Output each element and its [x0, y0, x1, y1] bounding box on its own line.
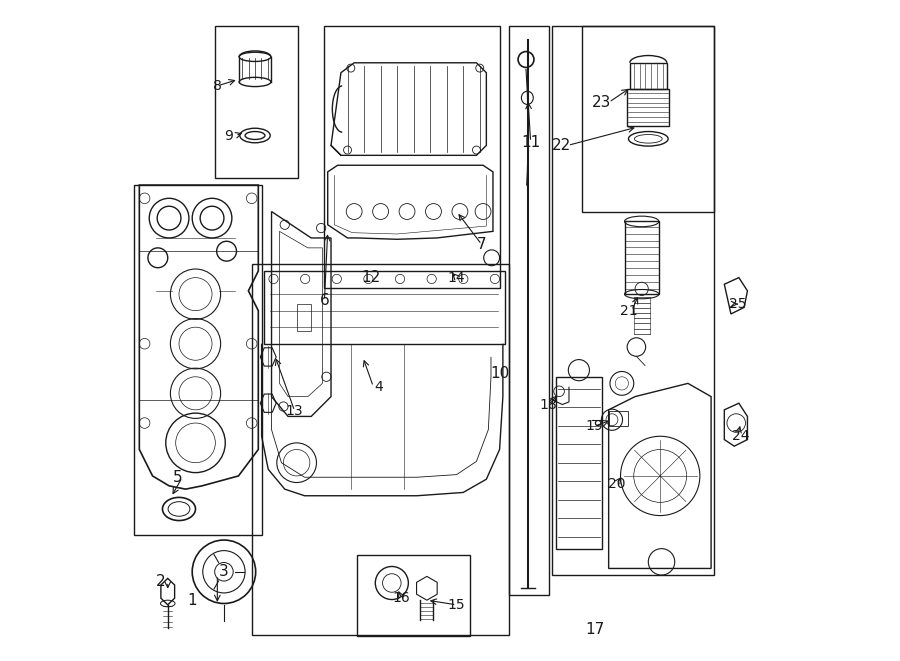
- Text: 4: 4: [374, 379, 383, 394]
- Text: 17: 17: [586, 622, 605, 637]
- Bar: [625, 221, 659, 294]
- Text: 13: 13: [286, 404, 303, 418]
- Bar: [134, 185, 262, 535]
- Text: 25: 25: [729, 297, 746, 311]
- Text: 7: 7: [477, 237, 487, 252]
- Text: 18: 18: [539, 397, 557, 412]
- Bar: [297, 304, 311, 330]
- Text: 3: 3: [219, 564, 229, 579]
- Text: 15: 15: [448, 598, 465, 612]
- Bar: [608, 411, 628, 426]
- Text: 1: 1: [187, 593, 197, 607]
- Bar: [252, 264, 509, 635]
- Text: 21: 21: [620, 303, 637, 318]
- Text: 23: 23: [592, 95, 612, 110]
- Text: 11: 11: [521, 135, 540, 149]
- Text: 14: 14: [448, 270, 465, 285]
- Text: 6: 6: [320, 293, 329, 308]
- Text: 2: 2: [157, 574, 166, 589]
- Text: 8: 8: [213, 79, 221, 93]
- Bar: [509, 26, 549, 595]
- Text: 20: 20: [608, 477, 625, 491]
- Text: 9: 9: [224, 128, 233, 143]
- Text: 12: 12: [361, 270, 381, 285]
- Bar: [357, 555, 470, 636]
- Text: 16: 16: [393, 591, 410, 605]
- Bar: [553, 26, 715, 575]
- Text: 19: 19: [585, 419, 603, 434]
- Bar: [582, 26, 715, 212]
- Bar: [324, 26, 500, 288]
- Text: 10: 10: [491, 366, 510, 381]
- Bar: [627, 89, 670, 126]
- Text: 5: 5: [173, 470, 183, 485]
- Text: 24: 24: [732, 429, 750, 444]
- Text: 22: 22: [552, 138, 571, 153]
- Bar: [215, 26, 298, 178]
